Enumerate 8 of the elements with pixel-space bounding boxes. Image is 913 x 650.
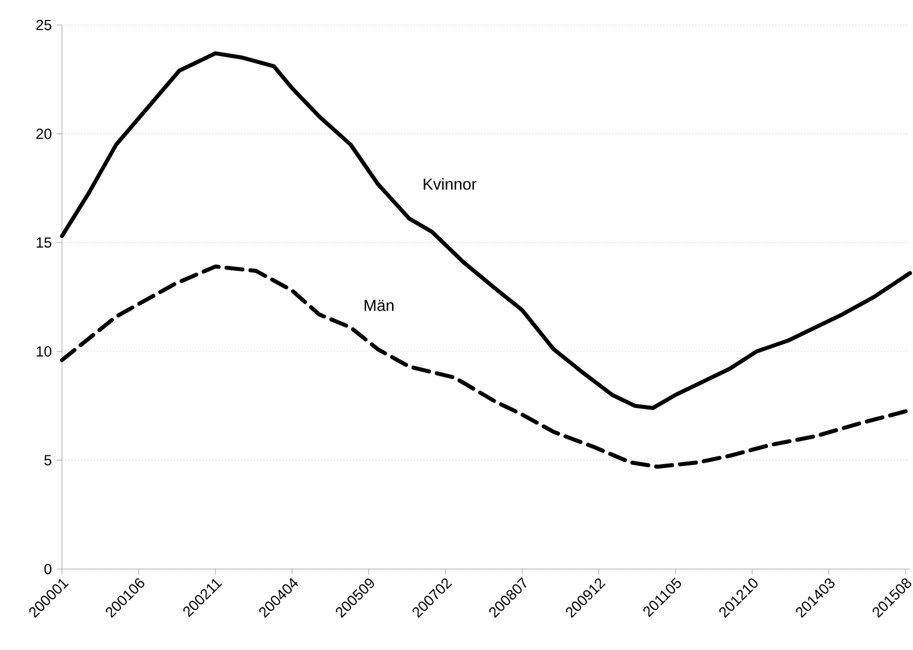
y-tick-label: 15 bbox=[36, 237, 52, 248]
series-label: Män bbox=[364, 300, 394, 312]
y-tick-label: 25 bbox=[36, 20, 52, 30]
y-tick-label: 10 bbox=[36, 346, 52, 357]
series-label: Kvinnor bbox=[424, 178, 476, 190]
y-tick-label: 20 bbox=[36, 128, 52, 139]
y-tick-label: 0 bbox=[44, 564, 52, 574]
y-tick-label: 5 bbox=[44, 455, 52, 466]
